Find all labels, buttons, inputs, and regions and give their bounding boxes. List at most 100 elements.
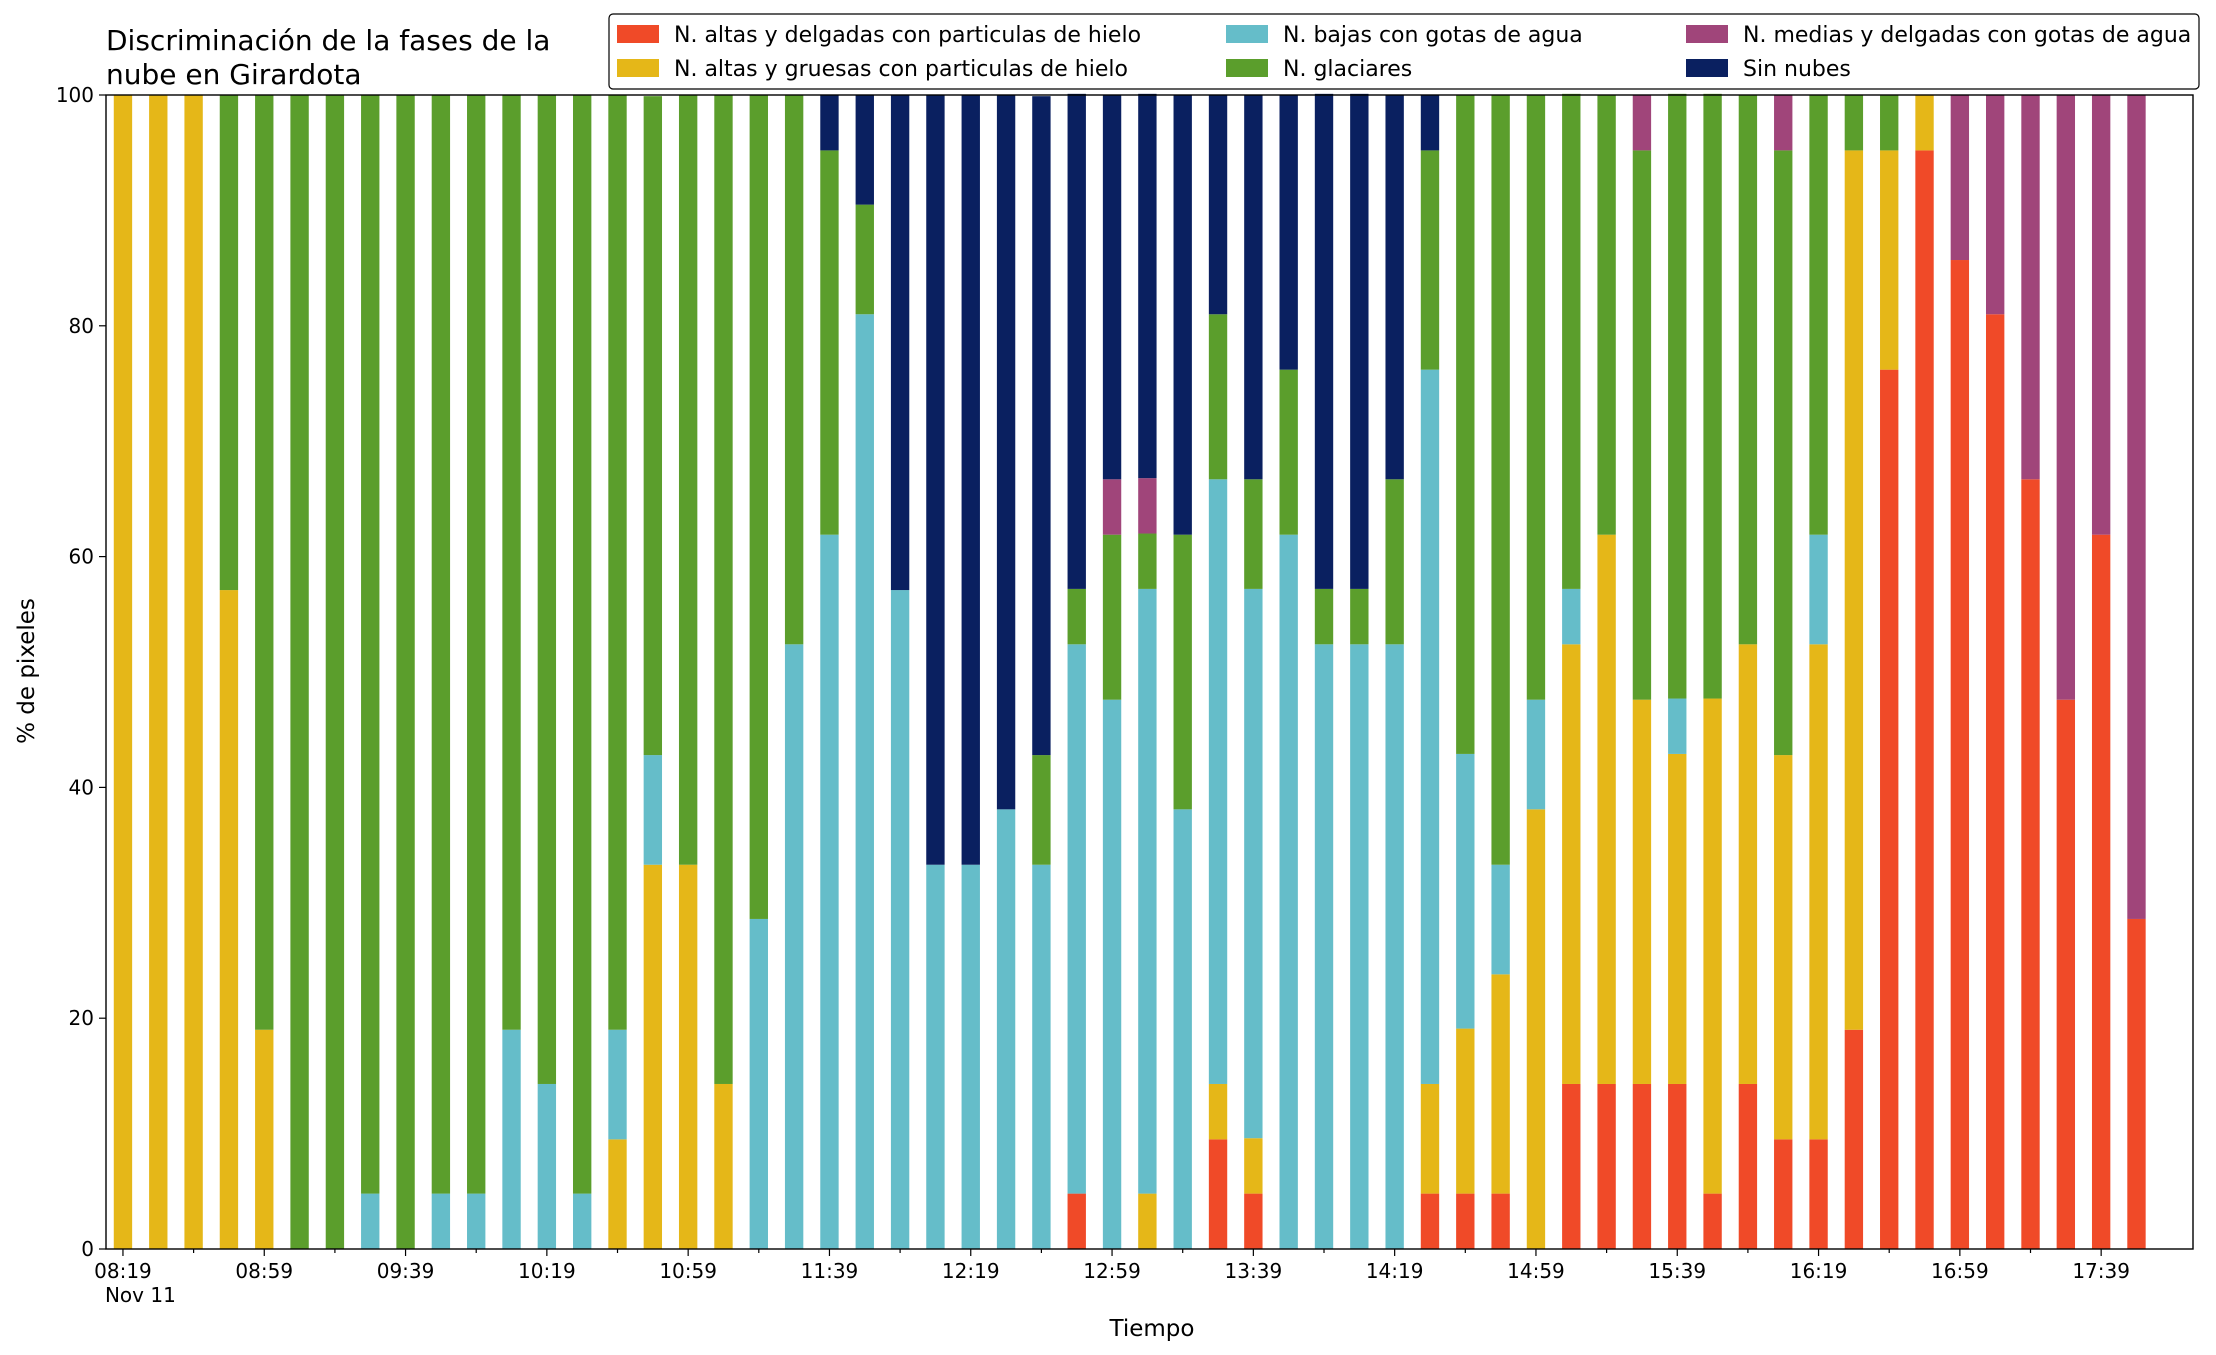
bar-segment [1067, 93, 1086, 589]
bar-segment [890, 590, 910, 1249]
bar-segment [1880, 95, 1899, 151]
bar-segment [714, 1083, 733, 1249]
bar-segment [2021, 95, 2040, 480]
bar-segment [1668, 93, 1687, 699]
bar-segment [431, 1193, 451, 1249]
bar-segment [1173, 809, 1192, 1249]
bar-segment [926, 864, 945, 1249]
x-tick-label: 12:19 [942, 1259, 1000, 1283]
x-tick-label: 14:19 [1366, 1259, 1424, 1283]
bar-segment [784, 95, 804, 645]
bar-segment [2091, 534, 2111, 1249]
legend-label: N. altas y delgadas con particulas de hi… [674, 23, 1141, 48]
bar-segment [1880, 369, 1899, 1250]
bar-segment [1102, 479, 1122, 535]
x-tick-label: 13:39 [1225, 1259, 1283, 1283]
bar-segment [1385, 644, 1404, 1249]
bar-segment [1314, 588, 1334, 645]
bar-segment [1597, 95, 1616, 535]
bar-segment [1173, 534, 1192, 810]
bar-segment [1067, 644, 1086, 1194]
bar-segment [325, 95, 345, 1249]
bar-segment [1350, 588, 1369, 645]
bar-segment [1456, 1028, 1475, 1194]
bar-segment [1138, 93, 1157, 479]
y-tick-label: 80 [69, 314, 94, 338]
bar-segment [467, 95, 486, 1194]
bar-segment [608, 1139, 627, 1249]
legend-swatch [617, 25, 659, 43]
bar-segment [1491, 864, 1510, 975]
plot-frame [105, 94, 2194, 1250]
bar-segment [1067, 588, 1086, 645]
bar-segment [1456, 95, 1475, 754]
bar-segment [1102, 699, 1122, 1249]
bar-segment [113, 95, 133, 1249]
bar-segment [1915, 150, 1934, 1250]
bar-segment [1738, 1083, 1758, 1249]
bar-segment [1668, 698, 1687, 754]
bar-segment [1244, 479, 1263, 589]
chart-title-line: Discriminación de la fases de la [106, 24, 550, 57]
bar-segment [1208, 314, 1228, 480]
x-tick-label: 12:59 [1083, 1259, 1141, 1283]
legend-label: N. bajas con gotas de agua [1283, 23, 1583, 48]
bar-segment [1774, 755, 1793, 1140]
x-tick-label: 16:59 [1931, 1259, 1989, 1283]
bar-segment [149, 95, 168, 1249]
bar-segment [820, 150, 839, 535]
bar-segment [1420, 1083, 1440, 1194]
x-tick-label: 11:39 [801, 1259, 859, 1283]
bar-segment [1491, 95, 1510, 865]
chart-title-line: nube en Girardota [106, 58, 361, 91]
bar-segment [255, 95, 274, 1030]
bar-segment [1420, 369, 1440, 1084]
bar-segment [1102, 534, 1122, 700]
x-tick-label: 08:19 [94, 1259, 152, 1283]
legend-label: Sin nubes [1743, 57, 1851, 82]
legend-label: N. glaciares [1283, 57, 1412, 82]
y-tick-label: 40 [69, 775, 94, 799]
bar-segment [1279, 95, 1298, 370]
bar-segment [608, 95, 627, 1030]
bar-segment [1632, 699, 1652, 1084]
y-tick-label: 60 [69, 545, 94, 569]
bar-segment [1244, 1138, 1263, 1194]
y-tick-label: 20 [69, 1006, 94, 1030]
bar-segment [1350, 93, 1369, 589]
bar-segment [1880, 150, 1899, 370]
bar-segment [1244, 1193, 1263, 1249]
bar-segment [1915, 95, 1934, 151]
bar-segment [1668, 1083, 1687, 1249]
legend-swatch [1686, 59, 1728, 77]
bar-segment [1138, 533, 1157, 589]
bar-segment [290, 95, 309, 1249]
bar-segment [537, 95, 557, 1084]
bar-segment [2021, 479, 2040, 1250]
x-tick-label: 08:59 [235, 1259, 293, 1283]
bar-segment [361, 95, 380, 1194]
bar-segment [1138, 588, 1157, 1194]
bar-segment [1279, 534, 1298, 1249]
bar-segment [1420, 95, 1440, 151]
legend-swatch [1686, 25, 1728, 43]
bar-segment [1774, 150, 1793, 756]
bar-segment [1809, 534, 1828, 645]
bar-segment [1950, 95, 1970, 261]
bar-segment [1738, 644, 1758, 1084]
x-tick-label: 15:39 [1648, 1259, 1706, 1283]
bar-segment [1138, 478, 1157, 534]
bar-segment [1774, 95, 1793, 151]
bar-segment [2091, 95, 2111, 535]
bar-segment [961, 864, 980, 1249]
bar-segment [2127, 918, 2146, 1249]
bar-segment [996, 95, 1016, 810]
bar-segment [1985, 314, 2005, 1249]
bar-segment [643, 864, 663, 1249]
bar-segment [1985, 95, 2005, 315]
bar-segment [2127, 95, 2146, 919]
bar-segment [396, 95, 415, 1249]
bar-segment [1562, 1083, 1581, 1249]
bar-segment [1597, 534, 1616, 1084]
